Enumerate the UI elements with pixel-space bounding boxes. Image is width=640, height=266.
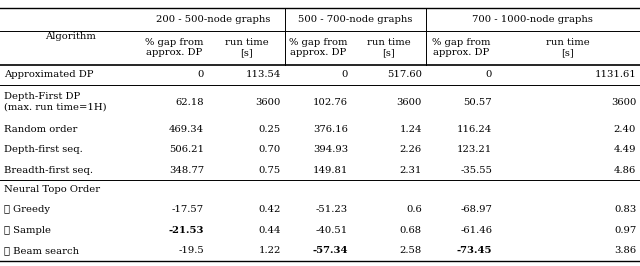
Text: 0.70: 0.70 (259, 145, 281, 154)
Text: -35.55: -35.55 (460, 165, 492, 174)
Text: Breadth-first seq.: Breadth-first seq. (4, 165, 93, 174)
Text: 0.75: 0.75 (259, 165, 281, 174)
Text: 0: 0 (198, 70, 204, 79)
Text: 1131.61: 1131.61 (595, 70, 636, 79)
Text: 376.16: 376.16 (314, 125, 348, 134)
Text: 149.81: 149.81 (313, 165, 348, 174)
Text: -73.45: -73.45 (457, 246, 492, 255)
Text: 0: 0 (342, 70, 348, 79)
Text: 102.76: 102.76 (313, 98, 348, 107)
Text: 0.68: 0.68 (399, 226, 422, 235)
Text: 394.93: 394.93 (313, 145, 348, 154)
Text: ✓ Beam search: ✓ Beam search (4, 246, 79, 255)
Text: Approximated DP: Approximated DP (4, 70, 93, 79)
Text: 2.26: 2.26 (399, 145, 422, 154)
Text: 4.49: 4.49 (614, 145, 636, 154)
Text: Random order: Random order (4, 125, 77, 134)
Text: -21.53: -21.53 (169, 226, 204, 235)
Text: 62.18: 62.18 (175, 98, 204, 107)
Text: 2.31: 2.31 (399, 165, 422, 174)
Text: 0.6: 0.6 (406, 205, 422, 214)
Text: 506.21: 506.21 (169, 145, 204, 154)
Text: 1.24: 1.24 (399, 125, 422, 134)
Text: 3.86: 3.86 (614, 246, 636, 255)
Text: Depth-first seq.: Depth-first seq. (4, 145, 83, 154)
Text: ✓ Sample: ✓ Sample (4, 226, 51, 235)
Text: 0.97: 0.97 (614, 226, 636, 235)
Text: 500 - 700-node graphs: 500 - 700-node graphs (298, 15, 412, 24)
Text: 700 - 1000-node graphs: 700 - 1000-node graphs (472, 15, 593, 24)
Text: ✓ Greedy: ✓ Greedy (4, 205, 50, 214)
Text: Algorithm: Algorithm (45, 32, 96, 41)
Text: 0.44: 0.44 (259, 226, 281, 235)
Text: -17.57: -17.57 (172, 205, 204, 214)
Text: 0.25: 0.25 (259, 125, 281, 134)
Text: 2.58: 2.58 (399, 246, 422, 255)
Text: Depth-First DP
(max. run time=1H): Depth-First DP (max. run time=1H) (4, 92, 106, 112)
Text: % gap from
approx. DP: % gap from approx. DP (431, 38, 490, 57)
Text: 3600: 3600 (396, 98, 422, 107)
Text: -68.97: -68.97 (460, 205, 492, 214)
Text: 200 - 500-node graphs: 200 - 500-node graphs (156, 15, 270, 24)
Text: 469.34: 469.34 (169, 125, 204, 134)
Text: 2.40: 2.40 (614, 125, 636, 134)
Text: 4.86: 4.86 (614, 165, 636, 174)
Text: 123.21: 123.21 (457, 145, 492, 154)
Text: % gap from
approx. DP: % gap from approx. DP (145, 38, 204, 57)
Text: 1.22: 1.22 (259, 246, 281, 255)
Text: 113.54: 113.54 (246, 70, 281, 79)
Text: -51.23: -51.23 (316, 205, 348, 214)
Text: run time
[s]: run time [s] (225, 38, 268, 57)
Text: 3600: 3600 (611, 98, 636, 107)
Text: Neural Topo Order: Neural Topo Order (4, 185, 100, 194)
Text: -19.5: -19.5 (179, 246, 204, 255)
Text: 116.24: 116.24 (457, 125, 492, 134)
Text: -61.46: -61.46 (460, 226, 492, 235)
Text: run time
[s]: run time [s] (367, 38, 411, 57)
Text: 50.57: 50.57 (463, 98, 492, 107)
Text: 0: 0 (486, 70, 492, 79)
Text: 348.77: 348.77 (169, 165, 204, 174)
Text: 3600: 3600 (255, 98, 281, 107)
Text: 0.83: 0.83 (614, 205, 636, 214)
Text: 0.42: 0.42 (259, 205, 281, 214)
Text: -57.34: -57.34 (313, 246, 348, 255)
Text: % gap from
approx. DP: % gap from approx. DP (289, 38, 348, 57)
Text: -40.51: -40.51 (316, 226, 348, 235)
Text: 517.60: 517.60 (387, 70, 422, 79)
Text: run time
[s]: run time [s] (546, 38, 590, 57)
